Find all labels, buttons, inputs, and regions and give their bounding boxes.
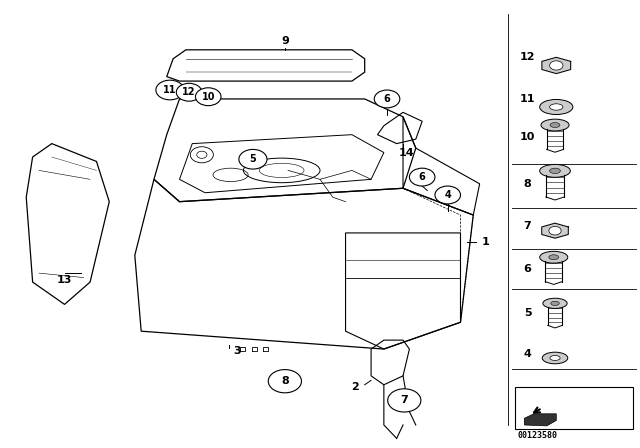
Circle shape [374, 90, 400, 108]
Text: 5: 5 [250, 154, 257, 164]
Text: 1: 1 [482, 237, 490, 247]
Text: 8: 8 [281, 376, 289, 386]
Text: 8: 8 [524, 179, 531, 189]
Ellipse shape [550, 104, 563, 110]
Circle shape [550, 61, 563, 70]
Text: 6: 6 [383, 94, 390, 104]
Text: 3: 3 [233, 346, 241, 356]
Text: 00123580: 00123580 [518, 431, 558, 440]
Circle shape [388, 389, 421, 412]
Text: 11: 11 [520, 94, 535, 104]
Text: 4: 4 [444, 190, 451, 200]
Circle shape [195, 88, 221, 106]
Text: 14: 14 [398, 147, 414, 158]
FancyBboxPatch shape [515, 387, 633, 430]
Circle shape [410, 168, 435, 186]
Ellipse shape [550, 123, 560, 128]
Text: 10: 10 [520, 132, 535, 142]
Text: 6: 6 [524, 264, 531, 274]
Text: 7: 7 [524, 221, 531, 231]
Circle shape [435, 186, 461, 204]
Polygon shape [542, 57, 571, 73]
Ellipse shape [550, 168, 561, 173]
Ellipse shape [540, 99, 573, 115]
Ellipse shape [549, 255, 559, 260]
Text: 10: 10 [202, 92, 215, 102]
Ellipse shape [541, 119, 569, 131]
Ellipse shape [540, 164, 570, 177]
Circle shape [239, 150, 267, 169]
Text: 5: 5 [524, 308, 531, 319]
Text: 13: 13 [57, 275, 72, 285]
Ellipse shape [543, 298, 567, 308]
Circle shape [268, 370, 301, 393]
Text: 6: 6 [419, 172, 426, 182]
Text: 4: 4 [524, 349, 531, 358]
Text: 9: 9 [281, 36, 289, 46]
Text: 2: 2 [351, 382, 359, 392]
Circle shape [156, 80, 184, 100]
Ellipse shape [551, 301, 559, 306]
Ellipse shape [542, 352, 568, 364]
Ellipse shape [540, 251, 568, 263]
Polygon shape [541, 223, 568, 238]
Text: 11: 11 [163, 85, 177, 95]
Circle shape [176, 83, 202, 101]
Text: 12: 12 [520, 52, 535, 61]
Polygon shape [524, 414, 556, 426]
Text: 7: 7 [401, 396, 408, 405]
Text: 12: 12 [182, 87, 196, 97]
Ellipse shape [550, 356, 560, 361]
Circle shape [549, 226, 561, 235]
